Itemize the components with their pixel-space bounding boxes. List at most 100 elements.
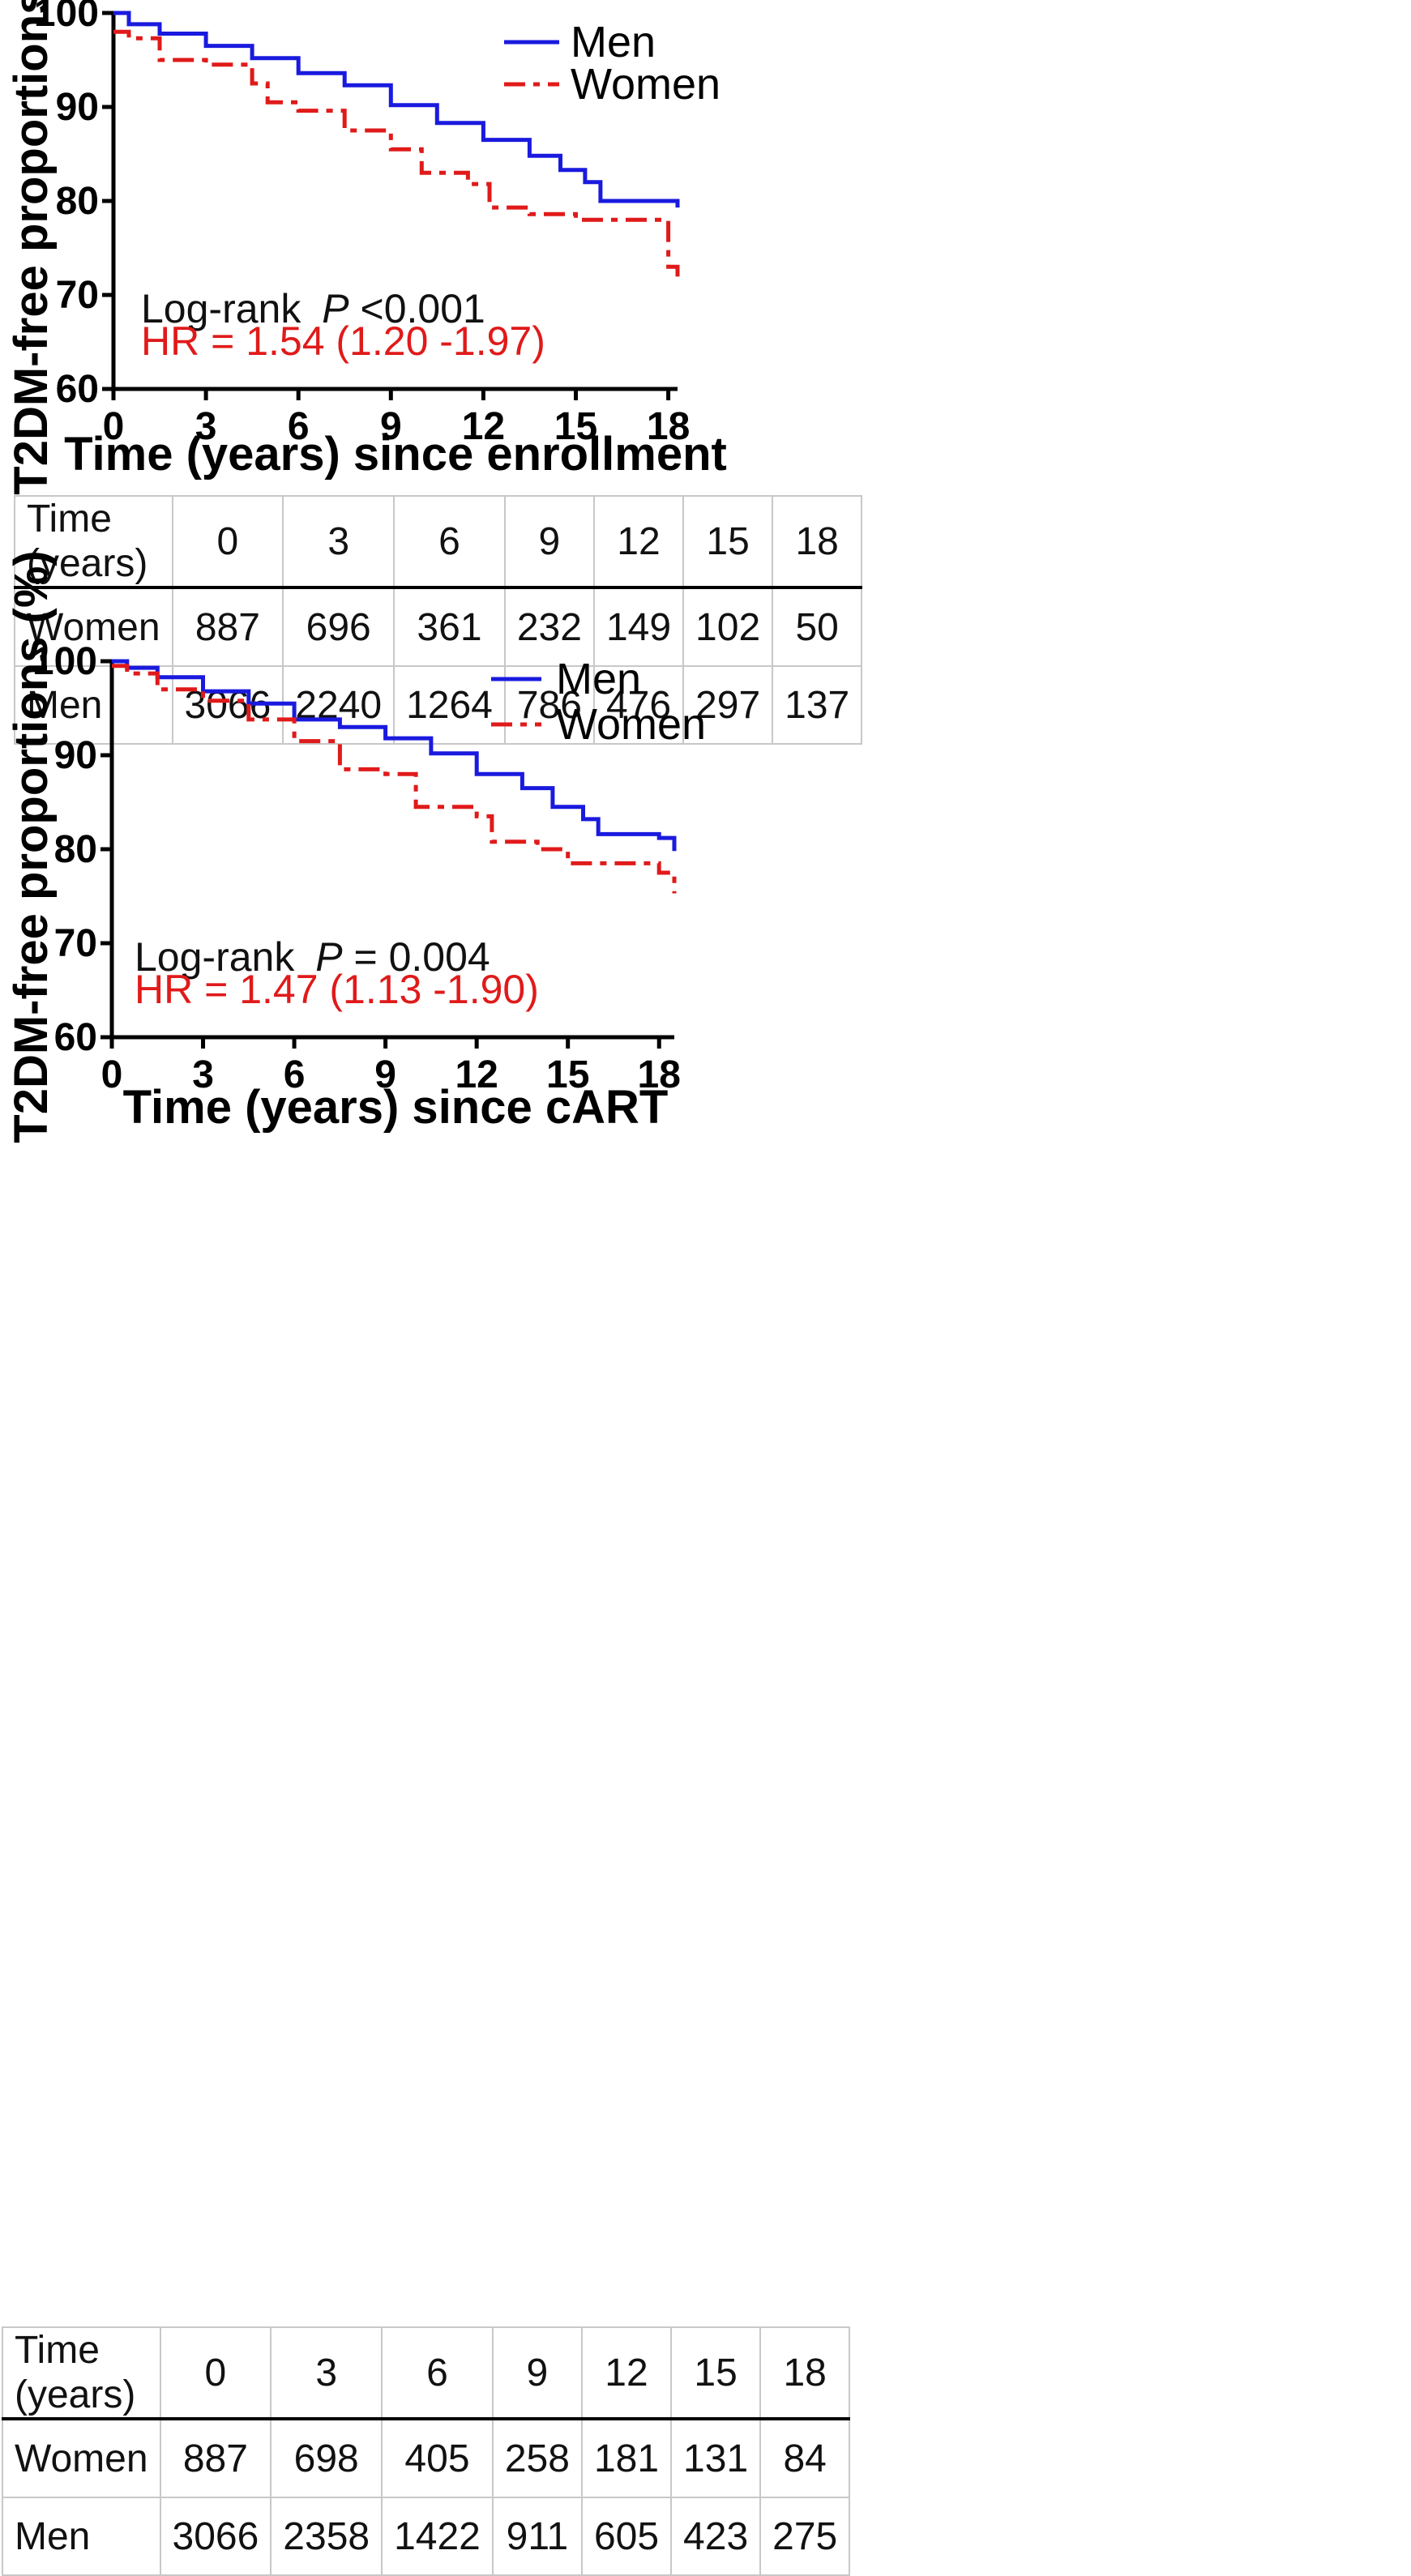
- table-cell: 2240: [282, 665, 396, 745]
- x-tick-label: 12: [455, 1053, 498, 1096]
- table-cell: Men: [14, 665, 173, 745]
- y-ticks: 60 70 80 90 100: [34, 0, 113, 411]
- y-tick-label: 100: [34, 0, 99, 35]
- y-tick-label: 80: [54, 828, 97, 871]
- table-cell: 258: [491, 2418, 583, 2498]
- y-tick-label: 90: [56, 86, 99, 129]
- series-men-line: [112, 659, 677, 852]
- table-header-cell: 0: [159, 2326, 272, 2420]
- table-cell: Women: [14, 587, 173, 667]
- table-header-cell: 9: [503, 495, 595, 589]
- x-tick-label: 12: [462, 405, 505, 448]
- table-cell: 887: [171, 587, 284, 667]
- table-header-cell: 3: [270, 2326, 383, 2420]
- x-axis-title: Time (years) since cART: [123, 1081, 669, 1134]
- x-tick-label: 15: [546, 1053, 589, 1096]
- y-tick-label: 90: [54, 734, 97, 777]
- table-header-cell: 18: [772, 495, 863, 589]
- x-ticks: 0 3 6 9 12 15 18: [103, 389, 690, 448]
- x-tick-label: 3: [195, 405, 217, 448]
- y-tick-label: 70: [54, 922, 97, 965]
- table-cell: 405: [381, 2418, 494, 2498]
- p-symbol: P: [322, 286, 349, 331]
- legend: Men Women: [491, 655, 706, 749]
- table-cell: 2358: [270, 2497, 383, 2576]
- table-header-cell: 12: [580, 2326, 673, 2420]
- table-header-cell: 6: [393, 495, 506, 589]
- series-men-line: [113, 11, 680, 208]
- legend-women-label: Women: [571, 60, 720, 109]
- y-axis-title: T2DM-free proportions (%): [5, 550, 58, 1143]
- table-cell: 911: [491, 2497, 583, 2576]
- table-cell: 50: [772, 587, 863, 667]
- x-tick-label: 18: [638, 1053, 681, 1096]
- y-tick-label: 60: [54, 1016, 97, 1059]
- series-women-line: [112, 664, 677, 894]
- p-value: = 0.004: [354, 934, 490, 980]
- series-women-line: [113, 29, 680, 283]
- table-header-cell: 6: [381, 2326, 494, 2420]
- p-symbol: P: [315, 934, 343, 980]
- x-tick-label: 15: [554, 405, 597, 448]
- table-header-row: Time (years) 0 3 6 9 12 15 18: [14, 495, 863, 589]
- table-cell: 149: [592, 587, 685, 667]
- x-tick-label: 6: [288, 405, 310, 448]
- logrank-label: Log-rank: [141, 286, 301, 331]
- table-cell: 887: [159, 2418, 272, 2498]
- legend-men-label: Men: [571, 18, 656, 66]
- table-cell: 3066: [159, 2497, 272, 2576]
- x-tick-label: 0: [103, 405, 125, 448]
- table-cell: 1264: [393, 665, 506, 745]
- risk-table-cart: Time (years) 0 3 6 9 12 15 18 Women 887 …: [2, 2326, 851, 2576]
- x-tick-label: 0: [101, 1053, 123, 1096]
- x-ticks: 0 3 6 9 12 15 18: [101, 1037, 681, 1096]
- x-axis-title: Time (years) since enrollment: [64, 428, 727, 481]
- table-cell: Women: [2, 2418, 161, 2498]
- table-cell: 275: [759, 2497, 851, 2576]
- table-header-cell: 15: [682, 495, 774, 589]
- table-cell: 698: [270, 2418, 383, 2498]
- table-cell: 297: [682, 665, 774, 745]
- chart-cart: T2DM-free proportions (%) 60 70 80 90 100 0 3…: [5, 550, 706, 1143]
- y-tick-label: 70: [56, 274, 99, 317]
- hr-annotation: HR = 1.47 (1.13 -1.90): [135, 967, 539, 1012]
- table-header-cell: 15: [670, 2326, 762, 2420]
- table-cell: 84: [759, 2418, 851, 2498]
- table-header-cell: Time (years): [14, 495, 173, 589]
- table-cell: 786: [503, 665, 595, 745]
- x-tick-label: 18: [647, 405, 690, 448]
- table-cell: 423: [670, 2497, 762, 2576]
- table-header-cell: 12: [592, 495, 685, 589]
- chart-cart-plot: T2DM-free proportions (%) 60 70 80 90 100 0 3…: [5, 550, 706, 1143]
- y-axis-title: T2DM-free proportions (%): [5, 0, 58, 495]
- y-ticks: 60 70 80 90 100: [32, 640, 112, 1059]
- table-row: Men 3066 2358 1422 911 605 423 275: [2, 2497, 851, 2576]
- legend-men-label: Men: [556, 655, 641, 703]
- y-tick-label: 100: [32, 640, 97, 683]
- x-tick-label: 6: [284, 1053, 306, 1096]
- table-row: Men 3066 2240 1264 786 476 297 137: [14, 665, 863, 745]
- table-header-row: Time (years) 0 3 6 9 12 15 18: [2, 2326, 851, 2420]
- hr-annotation: HR = 1.54 (1.20 -1.97): [141, 318, 545, 364]
- table-header-cell: 9: [491, 2326, 583, 2420]
- legend-women-label: Women: [556, 700, 706, 749]
- risk-table-enrollment: Time (years) 0 3 6 9 12 15 18 Women 887 …: [14, 495, 863, 745]
- series-layer: [113, 11, 680, 283]
- table-cell: 476: [592, 665, 685, 745]
- x-tick-label: 9: [374, 1053, 396, 1096]
- table-cell: 696: [282, 587, 396, 667]
- table-cell: Men: [2, 2497, 161, 2576]
- chart-enrollment: T2DM-free proportions (%) 60 70 80 90 100 0 3…: [5, 0, 727, 495]
- table-header-cell: 3: [282, 495, 396, 589]
- table-row: Women 887 698 405 258 181 131 84: [2, 2418, 851, 2498]
- table-cell: 1422: [381, 2497, 494, 2576]
- y-tick-label: 60: [56, 368, 99, 411]
- table-header-cell: Time (years): [2, 2326, 161, 2420]
- x-tick-label: 9: [380, 405, 402, 448]
- p-value: <0.001: [361, 286, 485, 331]
- table-cell: 361: [393, 587, 506, 667]
- x-tick-label: 3: [192, 1053, 214, 1096]
- series-layer: [112, 659, 677, 894]
- logrank-label: Log-rank: [135, 934, 295, 980]
- table-cell: 131: [670, 2418, 762, 2498]
